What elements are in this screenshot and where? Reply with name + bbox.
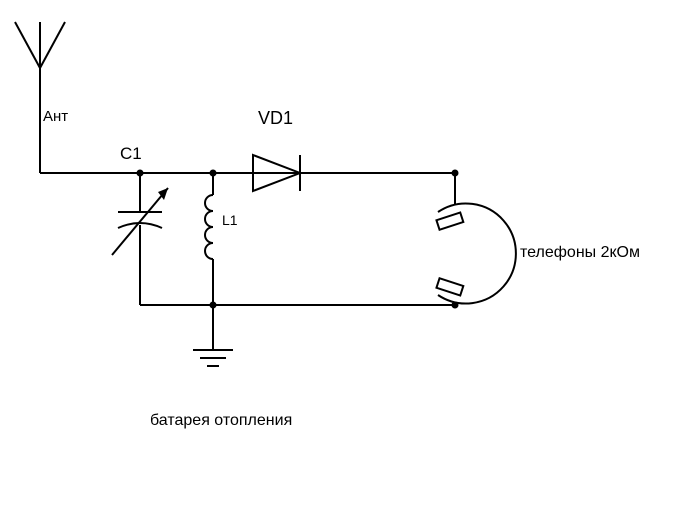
label-ground: батарея отопления <box>150 412 292 430</box>
node-phone-bottom <box>452 302 459 309</box>
inductor-l1 <box>205 173 213 305</box>
ground-symbol <box>193 305 233 366</box>
label-inductor: L1 <box>222 212 238 228</box>
label-capacitor: С1 <box>120 144 142 164</box>
label-diode: VD1 <box>258 108 293 129</box>
capacitor-c1 <box>112 173 168 305</box>
label-antenna: Ант <box>43 108 68 125</box>
label-phones: телефоны 2кОм <box>520 244 640 262</box>
phone-symbol <box>436 173 515 305</box>
antenna-symbol <box>15 22 65 173</box>
